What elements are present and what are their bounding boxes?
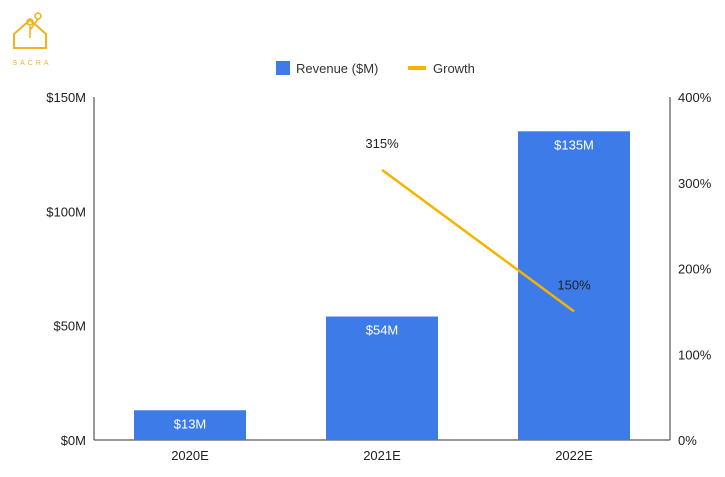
x-tick-label: 2021E xyxy=(363,448,401,463)
y-right-tick-label: 400% xyxy=(678,90,712,105)
y-left-tick-label: $50M xyxy=(53,319,86,334)
revenue-bar xyxy=(326,316,438,440)
growth-point-label: 315% xyxy=(365,136,399,151)
legend-label-growth: Growth xyxy=(433,61,475,76)
revenue-bar-label: $135M xyxy=(554,137,594,152)
legend-label-revenue: Revenue ($M) xyxy=(296,61,378,76)
y-left-tick-label: $150M xyxy=(46,90,86,105)
revenue-bar xyxy=(134,410,246,440)
bars xyxy=(134,131,630,441)
axes: $0M $50M $100M $150M 0% 100% 200% 300% 400% 2020E… xyxy=(46,90,711,463)
x-tick-label: 2020E xyxy=(171,448,209,463)
revenue-bar-label: $54M xyxy=(366,323,399,338)
revenue-bar-label: $13M xyxy=(174,416,207,431)
sacra-logo-text: SACRA xyxy=(12,60,52,67)
y-right-tick-label: 300% xyxy=(678,176,712,191)
x-tick-label: 2022E xyxy=(555,448,593,463)
y-left-tick-label: $0M xyxy=(61,433,86,448)
legend: Revenue ($M) Growth xyxy=(276,61,475,76)
growth-series-line xyxy=(381,168,575,313)
legend-swatch-revenue xyxy=(276,61,290,75)
y-right-tick-label: 100% xyxy=(678,347,712,362)
data-labels: $13M $54M $135M 315% 150% xyxy=(174,136,594,431)
sacra-logo xyxy=(8,8,56,70)
legend-swatch-growth xyxy=(408,66,426,70)
sacra-logo-icon xyxy=(13,12,47,49)
y-left-tick-label: $100M xyxy=(46,204,86,219)
growth-point-label: 150% xyxy=(557,277,591,292)
growth-line xyxy=(381,168,575,313)
y-right-tick-label: 0% xyxy=(678,433,697,448)
revenue-bar xyxy=(518,131,630,441)
y-right-tick-label: 200% xyxy=(678,262,712,277)
